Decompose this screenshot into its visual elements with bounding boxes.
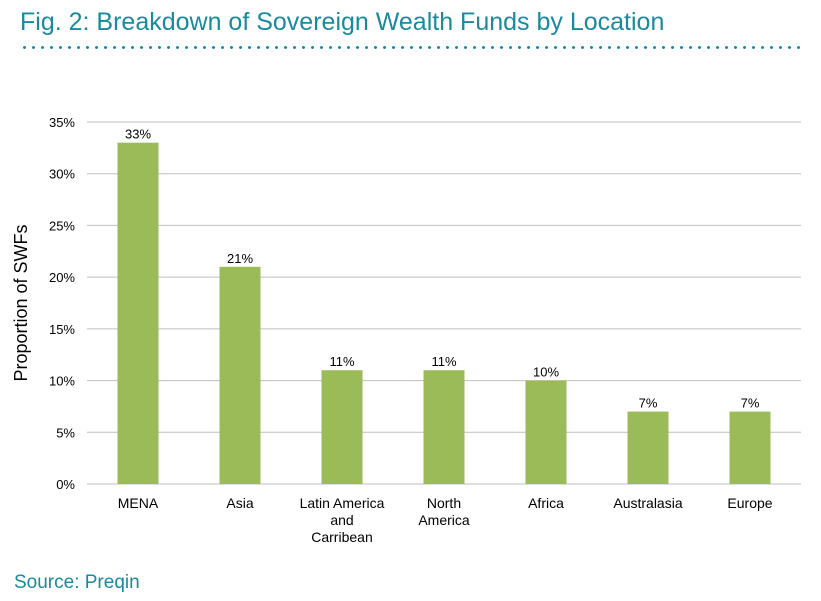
x-tick-label: Asia — [226, 495, 253, 511]
bar — [729, 411, 771, 484]
chart-title: Fig. 2: Breakdown of Sovereign Wealth Fu… — [20, 8, 665, 36]
data-label: 10% — [533, 365, 559, 380]
x-tick-label: Australasia — [613, 495, 682, 511]
y-tick-label: 25% — [49, 218, 75, 233]
x-tick-label: MENA — [118, 495, 159, 511]
data-label: 7% — [639, 396, 658, 411]
y-tick-label: 5% — [56, 425, 75, 440]
y-tick-label: 35% — [49, 115, 75, 130]
y-axis-ticks: 0% 5% 10% 15% 20% 25% 30% 35% — [49, 115, 75, 492]
bar — [423, 370, 465, 484]
bar — [117, 142, 159, 484]
data-label: 33% — [125, 127, 151, 142]
y-tick-label: 0% — [56, 477, 75, 492]
y-tick-label: 30% — [49, 167, 75, 182]
x-tick-label: North America — [418, 495, 470, 528]
data-label: 11% — [329, 354, 354, 369]
x-tick-label: Latin America and Carribean — [300, 495, 385, 545]
bar — [219, 266, 261, 484]
x-axis-categories: MENA Asia Latin America and Carribean North Am… — [118, 495, 773, 545]
data-label: 21% — [227, 251, 253, 266]
y-axis-label: Proportion of SWFs — [11, 224, 31, 381]
y-tick-label: 15% — [49, 322, 75, 337]
bar — [627, 411, 669, 484]
y-tick-label: 10% — [49, 374, 75, 389]
gridlines — [87, 121, 801, 433]
x-tick-label: Europe — [727, 495, 772, 511]
bar — [525, 380, 567, 484]
bar — [321, 370, 363, 484]
source-note: Source: Preqin — [14, 572, 140, 593]
data-label: 11% — [431, 354, 456, 369]
x-tick-label: Africa — [528, 495, 564, 511]
data-label: 7% — [741, 396, 760, 411]
bars — [117, 142, 771, 484]
dotted-divider — [20, 46, 805, 49]
data-labels: 33% 21% 11% 11% 10% 7% 7% — [125, 127, 760, 411]
y-tick-label: 20% — [49, 270, 75, 285]
bar-chart: 0% 5% 10% 15% 20% 25% 30% 35% 33% 21% 11% 11% 10% 7%… — [11, 115, 801, 545]
